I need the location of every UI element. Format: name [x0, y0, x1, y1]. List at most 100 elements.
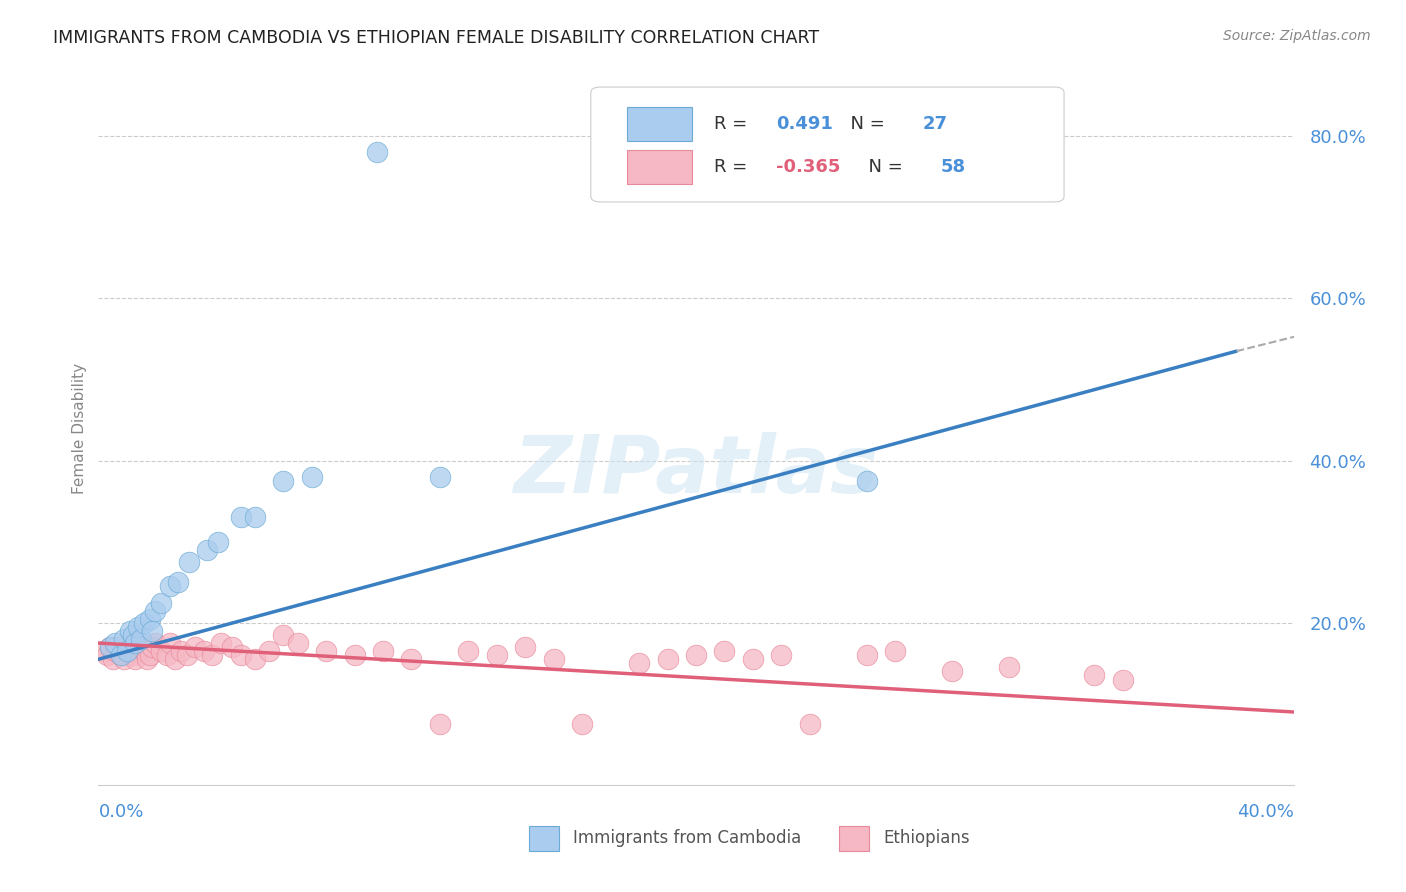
Point — [429, 717, 451, 731]
Point — [132, 615, 155, 630]
Text: ZIPatlas: ZIPatlas — [513, 432, 879, 510]
Text: -0.365: -0.365 — [776, 158, 841, 177]
Point — [150, 595, 173, 609]
Point — [135, 652, 157, 666]
Point — [93, 644, 115, 658]
Point — [209, 636, 232, 650]
FancyBboxPatch shape — [591, 87, 1064, 202]
Point — [138, 612, 160, 626]
Text: N =: N = — [858, 158, 908, 177]
Point — [167, 575, 190, 590]
Point — [138, 648, 160, 663]
Point — [107, 640, 129, 654]
Point — [366, 145, 388, 160]
Point — [98, 640, 121, 654]
Point — [243, 510, 266, 524]
Point — [301, 470, 323, 484]
Point — [115, 640, 138, 654]
Text: 0.0%: 0.0% — [98, 803, 143, 821]
Point — [401, 652, 423, 666]
Point — [112, 652, 135, 666]
Point — [170, 644, 193, 658]
Point — [143, 604, 166, 618]
Point — [770, 648, 793, 663]
Point — [110, 648, 132, 663]
Point — [1112, 673, 1135, 687]
Text: Immigrants from Cambodia: Immigrants from Cambodia — [572, 830, 801, 847]
Point — [257, 644, 280, 658]
Point — [104, 644, 127, 658]
Point — [143, 636, 166, 650]
Point — [150, 644, 173, 658]
Y-axis label: Female Disability: Female Disability — [72, 362, 87, 494]
Point — [118, 624, 141, 638]
Point — [799, 717, 821, 731]
Point — [129, 632, 152, 646]
Point — [127, 636, 149, 650]
Point — [1083, 668, 1105, 682]
Point — [129, 640, 152, 654]
Text: 27: 27 — [922, 115, 948, 133]
Bar — [627, 107, 692, 141]
Point — [101, 652, 124, 666]
Point — [343, 648, 366, 663]
Point — [855, 474, 877, 488]
Point — [115, 644, 138, 658]
Point — [159, 636, 181, 650]
Point — [273, 628, 295, 642]
Bar — [529, 826, 558, 851]
Point — [221, 640, 243, 654]
Point — [124, 636, 146, 650]
Point — [96, 648, 118, 663]
Point — [127, 620, 149, 634]
Point — [713, 644, 735, 658]
Point — [159, 579, 181, 593]
Text: R =: R = — [714, 115, 752, 133]
Point — [176, 648, 198, 663]
Point — [141, 640, 163, 654]
Point — [121, 648, 143, 663]
Bar — [627, 150, 692, 185]
Point — [941, 665, 963, 679]
Point — [287, 636, 309, 650]
Point — [193, 644, 215, 658]
Point — [485, 648, 508, 663]
Point — [207, 534, 229, 549]
Point — [571, 717, 593, 731]
Point — [118, 644, 141, 658]
Bar — [839, 826, 869, 851]
Point — [229, 510, 252, 524]
Point — [201, 648, 224, 663]
Point — [184, 640, 207, 654]
Text: 0.491: 0.491 — [776, 115, 832, 133]
Point — [371, 644, 394, 658]
Text: N =: N = — [839, 115, 891, 133]
Point — [112, 632, 135, 646]
Point — [132, 644, 155, 658]
Point — [141, 624, 163, 638]
Point — [457, 644, 479, 658]
Point — [429, 470, 451, 484]
Text: 58: 58 — [941, 158, 966, 177]
Point — [273, 474, 295, 488]
Text: R =: R = — [714, 158, 752, 177]
Point — [156, 648, 179, 663]
Text: Ethiopians: Ethiopians — [883, 830, 970, 847]
Point — [998, 660, 1021, 674]
Point — [179, 555, 201, 569]
Point — [515, 640, 537, 654]
Point — [685, 648, 707, 663]
Point — [121, 628, 143, 642]
Text: 40.0%: 40.0% — [1237, 803, 1294, 821]
Point — [229, 648, 252, 663]
Point — [98, 640, 121, 654]
Point — [884, 644, 907, 658]
Text: IMMIGRANTS FROM CAMBODIA VS ETHIOPIAN FEMALE DISABILITY CORRELATION CHART: IMMIGRANTS FROM CAMBODIA VS ETHIOPIAN FE… — [53, 29, 820, 46]
Point — [741, 652, 763, 666]
Point — [315, 644, 337, 658]
Point — [657, 652, 679, 666]
Point — [124, 652, 146, 666]
Point — [543, 652, 565, 666]
Point — [195, 542, 218, 557]
Point — [104, 636, 127, 650]
